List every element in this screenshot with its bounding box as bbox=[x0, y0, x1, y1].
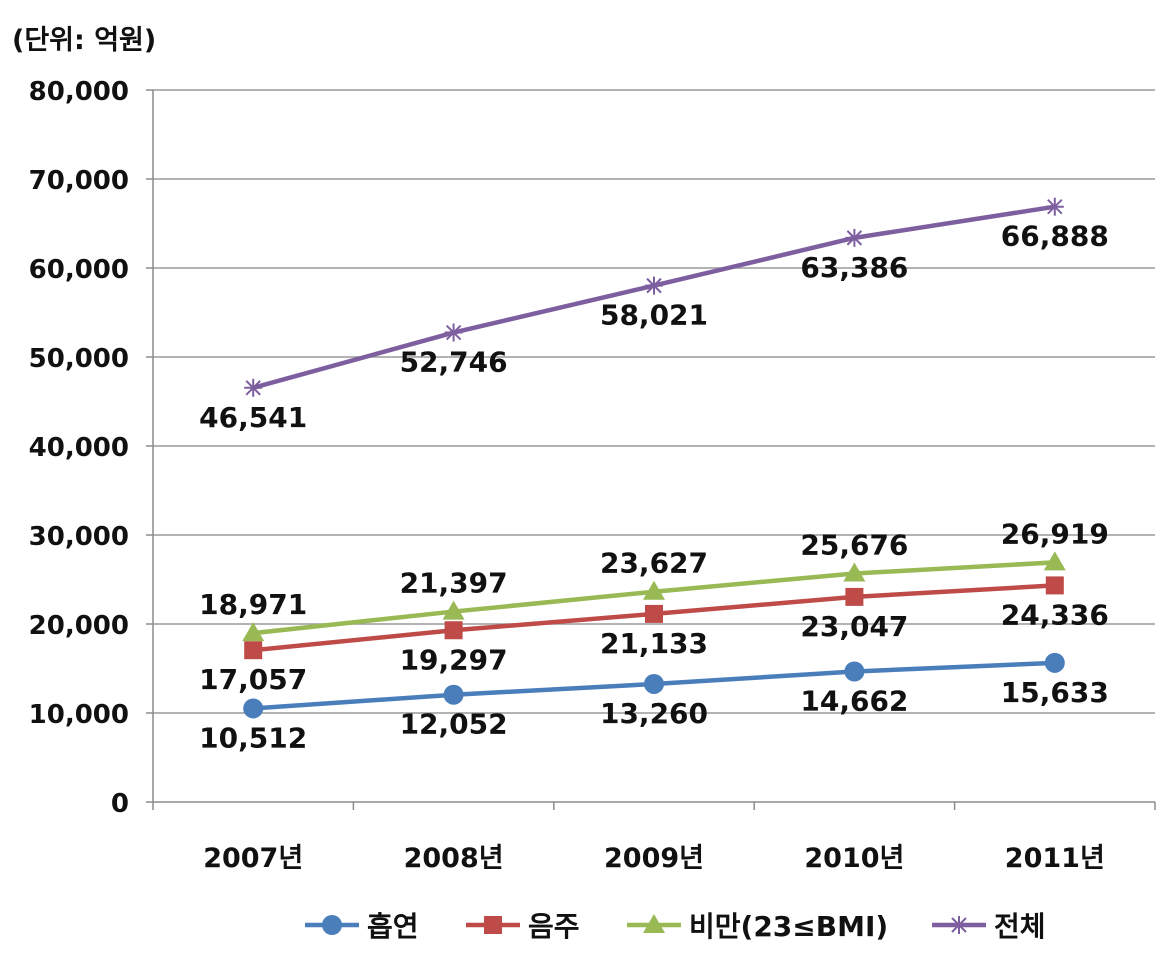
data-point bbox=[242, 622, 265, 642]
y-tick-label: 70,000 bbox=[29, 166, 129, 196]
y-tick-label: 30,000 bbox=[29, 522, 129, 552]
x-tick-label: 2010년 bbox=[804, 843, 904, 874]
series-line bbox=[252, 204, 1056, 390]
legend-marker bbox=[484, 916, 502, 934]
data-label: 24,336 bbox=[1001, 598, 1109, 631]
data-label: 52,746 bbox=[400, 346, 508, 379]
y-tick-label: 20,000 bbox=[29, 611, 129, 641]
data-label: 23,047 bbox=[800, 610, 908, 643]
data-point bbox=[644, 673, 664, 694]
legend-marker bbox=[950, 916, 968, 934]
data-point bbox=[1045, 576, 1064, 595]
data-label: 12,052 bbox=[400, 708, 508, 741]
data-point bbox=[645, 604, 663, 623]
data-label: 25,676 bbox=[800, 528, 908, 561]
legend-marker bbox=[322, 915, 342, 935]
x-tick-label: 2011년 bbox=[1005, 843, 1105, 874]
data-label: 21,133 bbox=[600, 627, 708, 660]
y-tick-label: 50,000 bbox=[29, 344, 129, 374]
data-label: 66,888 bbox=[1001, 220, 1109, 253]
data-point bbox=[845, 228, 864, 247]
data-point bbox=[444, 323, 463, 342]
x-tick-label: 2009년 bbox=[604, 843, 704, 874]
data-point bbox=[443, 684, 464, 705]
data-point bbox=[1045, 197, 1064, 216]
y-tick-label: 10,000 bbox=[29, 700, 129, 730]
legend-label: 흡연 bbox=[367, 910, 419, 943]
data-point bbox=[442, 600, 465, 620]
y-tick-label: 0 bbox=[111, 789, 129, 819]
data-point bbox=[1044, 652, 1065, 673]
y-tick-label: 60,000 bbox=[29, 255, 129, 285]
data-label: 26,919 bbox=[1001, 517, 1109, 550]
data-point bbox=[643, 580, 665, 600]
data-label: 46,541 bbox=[199, 401, 307, 434]
data-point bbox=[244, 378, 263, 397]
legend-label: 비만(23≤BMI) bbox=[689, 910, 888, 943]
data-label: 14,662 bbox=[800, 685, 908, 718]
x-tick-label: 2007년 bbox=[203, 843, 303, 874]
data-point bbox=[844, 661, 865, 682]
unit-label: (단위: 억원) bbox=[12, 25, 157, 56]
data-label: 63,386 bbox=[800, 251, 908, 284]
data-label: 19,297 bbox=[400, 643, 508, 676]
legend-label: 음주 bbox=[528, 910, 580, 943]
data-point bbox=[444, 621, 463, 640]
data-label: 18,971 bbox=[199, 588, 307, 621]
data-label: 21,397 bbox=[400, 567, 508, 600]
legend-marker bbox=[643, 914, 665, 933]
data-point bbox=[845, 587, 864, 606]
y-tick-label: 40,000 bbox=[29, 433, 129, 463]
data-label: 23,627 bbox=[600, 547, 708, 580]
data-label: 13,260 bbox=[600, 697, 708, 730]
data-label: 15,633 bbox=[1001, 676, 1109, 709]
data-point bbox=[843, 562, 866, 582]
legend-label: 전체 bbox=[994, 910, 1046, 943]
data-point bbox=[645, 276, 663, 295]
x-tick-label: 2008년 bbox=[404, 843, 504, 874]
data-label: 17,057 bbox=[199, 663, 307, 696]
data-point bbox=[1043, 551, 1066, 571]
data-point bbox=[243, 698, 264, 719]
y-tick-label: 80,000 bbox=[29, 77, 129, 107]
data-point bbox=[244, 641, 263, 660]
data-label: 10,512 bbox=[199, 721, 307, 754]
data-label: 58,021 bbox=[600, 299, 708, 332]
